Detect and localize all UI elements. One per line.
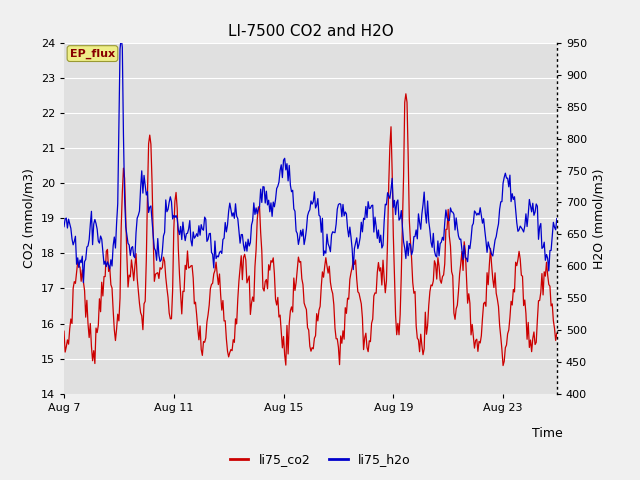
Text: EP_flux: EP_flux [70, 48, 115, 59]
Y-axis label: CO2 (mmol/m3): CO2 (mmol/m3) [22, 168, 35, 268]
Text: Time: Time [532, 427, 563, 440]
Legend: li75_co2, li75_h2o: li75_co2, li75_h2o [225, 448, 415, 471]
Y-axis label: H2O (mmol/m3): H2O (mmol/m3) [593, 168, 605, 269]
Title: LI-7500 CO2 and H2O: LI-7500 CO2 and H2O [228, 24, 393, 39]
